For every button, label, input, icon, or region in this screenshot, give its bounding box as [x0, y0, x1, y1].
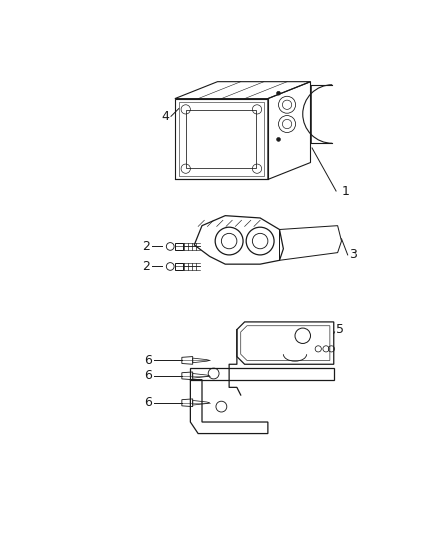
Text: 3: 3	[349, 248, 357, 261]
Text: 6: 6	[144, 369, 152, 382]
Text: 2: 2	[142, 260, 150, 273]
Text: 6: 6	[144, 396, 152, 409]
Text: 1: 1	[342, 184, 350, 198]
Circle shape	[276, 138, 280, 141]
Text: 5: 5	[336, 323, 344, 336]
Circle shape	[276, 91, 280, 95]
Text: 4: 4	[162, 110, 170, 123]
Text: 2: 2	[142, 240, 150, 253]
Text: 6: 6	[144, 354, 152, 367]
